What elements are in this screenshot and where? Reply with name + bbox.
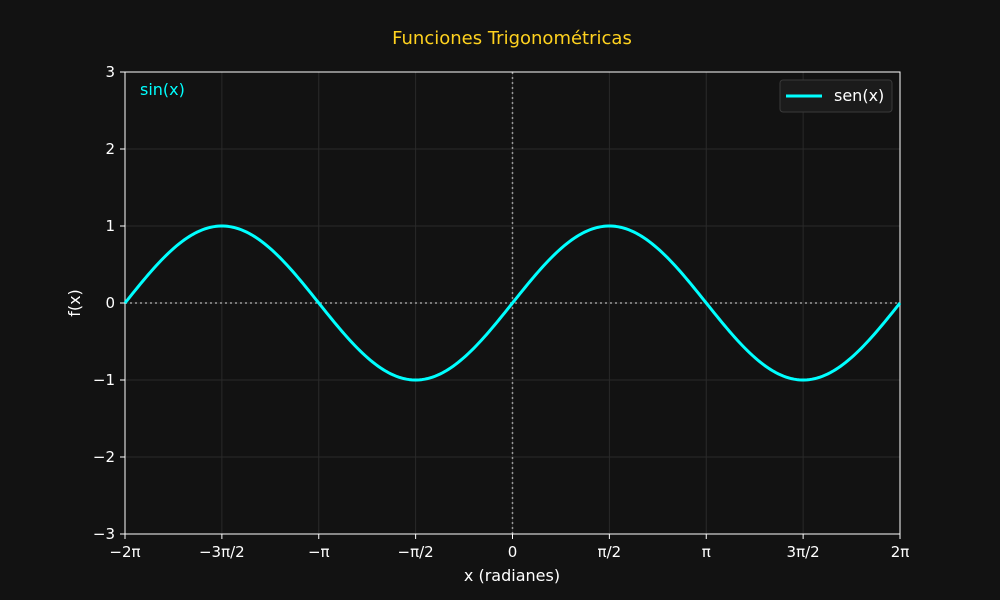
x-tick-label: 2π bbox=[891, 543, 910, 561]
curve-annotation: sin(x) bbox=[140, 80, 185, 99]
series-layer bbox=[123, 224, 902, 382]
x-tick-label: −π bbox=[308, 543, 330, 561]
axis-ticks: −2π −3π/2 −π −π/2 0 π/2 π 3π/2 2π −3 −2 −1 0 1 2 3 bbox=[93, 63, 909, 561]
x-tick-label: 3π/2 bbox=[787, 543, 820, 561]
chart-title: Funciones Trigonométricas bbox=[392, 28, 632, 49]
legend-box bbox=[779, 79, 893, 113]
legend-label-sen-x: sen(x) bbox=[834, 86, 884, 105]
legend: sen(x) bbox=[779, 79, 893, 113]
y-tick-label: −2 bbox=[93, 448, 115, 466]
y-tick-label: 0 bbox=[105, 294, 115, 312]
series-line-sen-x bbox=[123, 224, 902, 382]
x-tick-label: −2π bbox=[109, 543, 140, 561]
x-tick-label: −3π/2 bbox=[199, 543, 245, 561]
y-tick-label: −1 bbox=[93, 371, 115, 389]
x-tick-label: π/2 bbox=[598, 543, 622, 561]
x-axis-label: x (radianes) bbox=[464, 566, 560, 585]
x-tick-label: −π/2 bbox=[398, 543, 434, 561]
x-tick-label: π bbox=[702, 543, 711, 561]
y-tick-label: −3 bbox=[93, 525, 115, 543]
y-tick-label: 2 bbox=[105, 140, 115, 158]
y-axis-label: f(x) bbox=[65, 289, 84, 317]
x-tick-label: 0 bbox=[508, 543, 518, 561]
y-tick-label: 1 bbox=[105, 217, 115, 235]
y-tick-label: 3 bbox=[105, 63, 115, 81]
